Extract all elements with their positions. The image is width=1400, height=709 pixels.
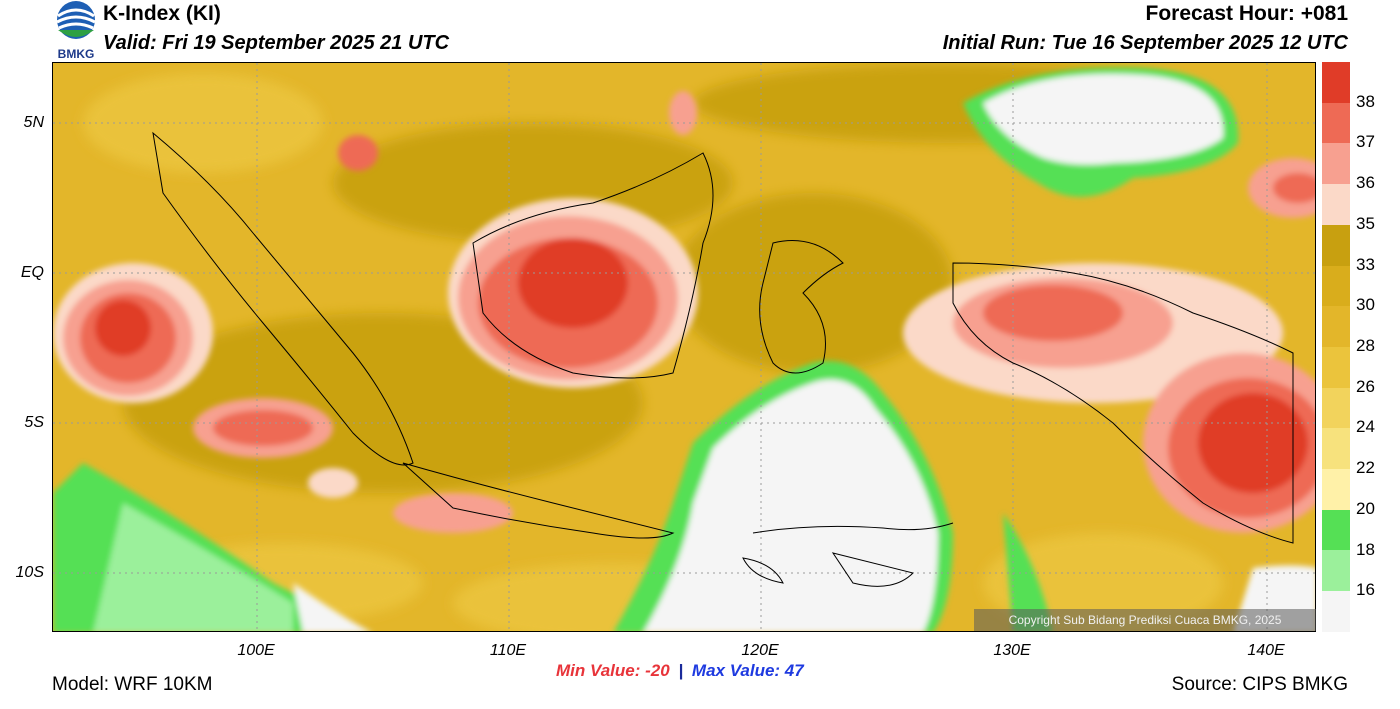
logo-text: BMKG — [58, 47, 95, 61]
legend-band — [1322, 469, 1350, 510]
legend-band — [1322, 62, 1350, 103]
lat-label-5n: 5N — [23, 114, 44, 131]
lon-label-110e: 110E — [489, 642, 527, 659]
legend-label: 16 — [1356, 580, 1375, 600]
legend-band — [1322, 387, 1350, 429]
copyright-note: Copyright Sub Bidang Prediksi Cuaca BMKG… — [974, 609, 1316, 631]
max-value: Max Value: 47 — [691, 661, 804, 680]
k-index-map — [53, 63, 1315, 631]
forecast-hour: Forecast Hour: +081 — [1145, 2, 1349, 25]
legend-band — [1322, 306, 1350, 347]
color-legend — [1322, 62, 1350, 632]
lon-label-100e: 100E — [237, 642, 275, 659]
min-value: Min Value: -20 — [556, 661, 670, 680]
valid-time: Valid: Fri 19 September 2025 21 UTC — [103, 32, 450, 54]
lat-label-eq: EQ — [20, 264, 44, 281]
chart-title: K-Index (KI) — [103, 2, 221, 25]
model-label: Model: WRF 10KM — [52, 674, 213, 695]
legend-label: 38 — [1356, 91, 1375, 111]
legend-band — [1322, 550, 1350, 592]
min-max-stats: Min Value: -20 | Max Value: 47 — [556, 661, 804, 681]
legend-band — [1322, 346, 1350, 388]
legend-band — [1322, 102, 1350, 144]
legend-label: 22 — [1356, 458, 1375, 478]
legend-label: 26 — [1356, 376, 1375, 396]
source-label: Source: CIPS BMKG — [1171, 674, 1348, 695]
lon-label-140e: 140E — [1247, 642, 1285, 659]
legend-band — [1322, 591, 1350, 632]
legend-label: 37 — [1356, 132, 1375, 152]
legend-band — [1322, 428, 1350, 470]
legend-band — [1322, 265, 1350, 307]
stats-separator: | — [678, 661, 684, 680]
legend-band — [1322, 143, 1350, 185]
lat-label-5s: 5S — [24, 414, 44, 431]
lon-label-120e: 120E — [741, 642, 779, 659]
legend-label: 35 — [1356, 213, 1375, 233]
legend-label: 30 — [1356, 295, 1375, 315]
legend-label: 24 — [1356, 417, 1375, 437]
legend-label: 33 — [1356, 254, 1375, 274]
map-panel — [52, 62, 1316, 632]
bmkg-logo: BMKG — [56, 1, 96, 61]
legend-label: 36 — [1356, 173, 1375, 193]
initial-run: Initial Run: Tue 16 September 2025 12 UT… — [942, 32, 1348, 54]
legend-band — [1322, 224, 1350, 266]
lon-label-130e: 130E — [993, 642, 1031, 659]
legend-label: 20 — [1356, 498, 1375, 518]
legend-band — [1322, 509, 1350, 551]
legend-label: 28 — [1356, 336, 1375, 355]
lat-label-10s: 10S — [15, 564, 44, 581]
legend-band — [1322, 184, 1350, 225]
legend-label: 18 — [1356, 539, 1375, 559]
